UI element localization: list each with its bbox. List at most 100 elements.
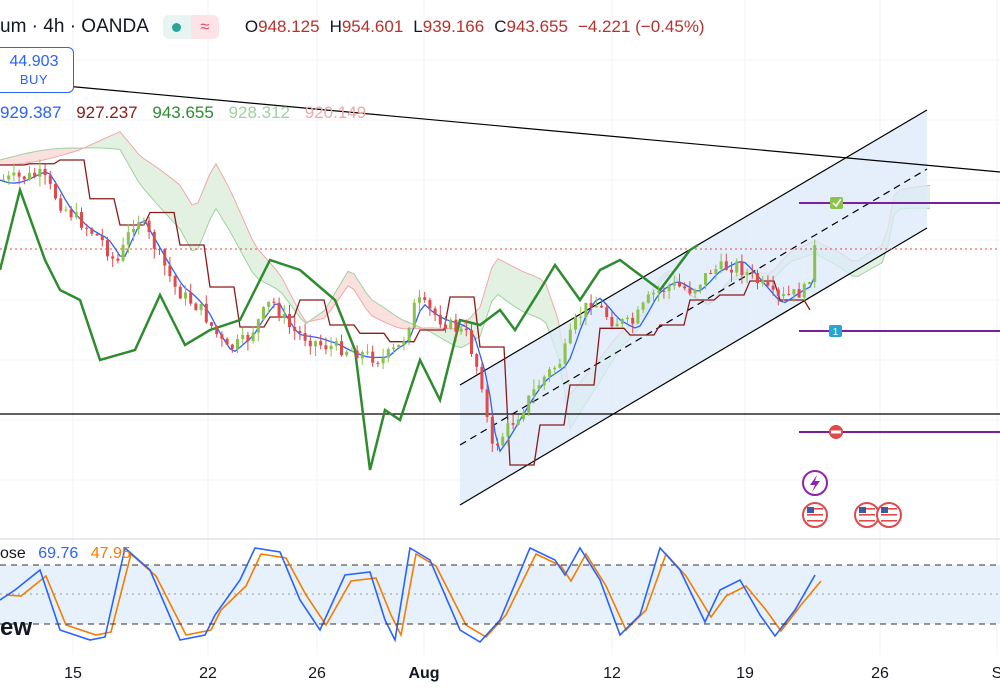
candle-body bbox=[553, 367, 557, 370]
cloud-segment bbox=[288, 289, 294, 310]
cloud-segment bbox=[6, 156, 12, 165]
candle-body bbox=[782, 294, 785, 296]
candle-body bbox=[662, 290, 666, 292]
candle-body bbox=[464, 328, 468, 331]
candle-body bbox=[532, 389, 536, 396]
candle-body bbox=[756, 273, 759, 284]
candles bbox=[2, 159, 817, 452]
candle-body bbox=[631, 317, 635, 324]
candle-body bbox=[194, 303, 198, 311]
candle-body bbox=[324, 345, 328, 350]
buy-price: 44.903 bbox=[9, 53, 59, 70]
candle-body bbox=[298, 331, 302, 334]
ohlc-low: L939.166 bbox=[413, 17, 485, 36]
candle-body bbox=[719, 261, 723, 270]
symbol-title[interactable]: um · 4h · OANDA bbox=[0, 16, 149, 37]
candle-body bbox=[537, 385, 541, 390]
candle-body bbox=[563, 343, 567, 364]
cloud-segment bbox=[138, 153, 144, 190]
cloud-segment bbox=[234, 198, 240, 250]
candle-body bbox=[106, 240, 109, 257]
cloud-segment bbox=[492, 258, 498, 301]
candle-body bbox=[366, 351, 369, 353]
wave-icon: ≈ bbox=[190, 15, 219, 39]
x-tick-label: 26 bbox=[308, 665, 326, 682]
x-tick-label: S bbox=[991, 665, 1000, 682]
candle-body bbox=[277, 302, 281, 318]
market-status[interactable]: ≈ bbox=[162, 15, 219, 39]
candle-body bbox=[246, 335, 250, 342]
candle-body bbox=[236, 339, 239, 349]
cloud-segment bbox=[18, 153, 24, 165]
candle-body bbox=[808, 281, 811, 284]
candle-body bbox=[371, 351, 375, 363]
candle-body bbox=[496, 443, 499, 446]
x-tick-label: 15 bbox=[64, 665, 82, 682]
candle-body bbox=[173, 276, 177, 287]
cloud-segment bbox=[348, 271, 354, 290]
candle-body bbox=[750, 272, 754, 274]
candle-body bbox=[168, 265, 172, 277]
candle-body bbox=[740, 261, 744, 276]
candle-body bbox=[615, 323, 619, 327]
candle-body bbox=[204, 303, 208, 323]
candle-body bbox=[506, 423, 510, 437]
cloud-segment bbox=[336, 281, 342, 303]
cloud-segment bbox=[360, 283, 366, 309]
candle-body bbox=[568, 329, 572, 344]
candle-body bbox=[100, 235, 104, 241]
candle-body bbox=[334, 341, 338, 346]
cloud-segment bbox=[72, 148, 78, 153]
candle-body bbox=[111, 256, 115, 259]
candle-body bbox=[256, 319, 260, 333]
stoch-legend: ose 69.76 47.95 bbox=[0, 545, 139, 563]
candle-body bbox=[470, 330, 473, 355]
us-flag-icon[interactable] bbox=[802, 502, 902, 528]
candle-body bbox=[2, 179, 5, 181]
candle-body bbox=[178, 286, 182, 299]
svg-text:1: 1 bbox=[833, 327, 839, 338]
candle-body bbox=[672, 282, 676, 286]
candle-body bbox=[28, 172, 31, 180]
cloud-segment bbox=[24, 152, 30, 164]
ichimoku-values: 929.387 927.237 943.655 928.312 920.149 bbox=[0, 103, 376, 123]
stochastic-pane bbox=[0, 538, 1000, 644]
cloud-segment bbox=[108, 134, 114, 149]
candle-body bbox=[158, 248, 161, 250]
candle-body bbox=[589, 302, 593, 308]
cloud-segment bbox=[486, 267, 492, 319]
cloud-segment bbox=[318, 310, 324, 320]
buy-button[interactable]: 44.903 BUY bbox=[0, 47, 74, 93]
span-a-value: 928.312 bbox=[228, 103, 291, 122]
entry-marker-icon bbox=[829, 325, 842, 337]
candle-body bbox=[43, 168, 47, 176]
x-tick-label: 19 bbox=[736, 665, 754, 682]
candle-body bbox=[54, 183, 57, 199]
flash-icon[interactable] bbox=[802, 470, 828, 496]
trend-line bbox=[0, 79, 1000, 173]
candle-body bbox=[771, 285, 775, 290]
candle-body bbox=[7, 175, 11, 180]
candle-body bbox=[433, 308, 437, 315]
cloud-segment bbox=[174, 180, 180, 230]
cloud-segment bbox=[144, 158, 150, 197]
candle-body bbox=[766, 280, 770, 286]
candle-body bbox=[251, 332, 255, 342]
candle-body bbox=[574, 316, 577, 330]
candle-body bbox=[303, 333, 307, 341]
cloud-segment bbox=[30, 151, 36, 163]
cloud-segment bbox=[378, 303, 384, 322]
candle-body bbox=[594, 305, 598, 308]
cloud-segment bbox=[390, 311, 396, 328]
grid bbox=[0, 0, 1000, 655]
cloud-segment bbox=[36, 150, 42, 162]
candle-body bbox=[626, 317, 629, 320]
candle-body bbox=[38, 168, 42, 177]
candle-body bbox=[667, 285, 671, 292]
ohlc-close: C943.655 bbox=[494, 17, 568, 36]
candle-body bbox=[548, 369, 551, 377]
candle-body bbox=[397, 344, 401, 348]
candle-body bbox=[522, 412, 525, 420]
candle-body bbox=[704, 272, 707, 285]
